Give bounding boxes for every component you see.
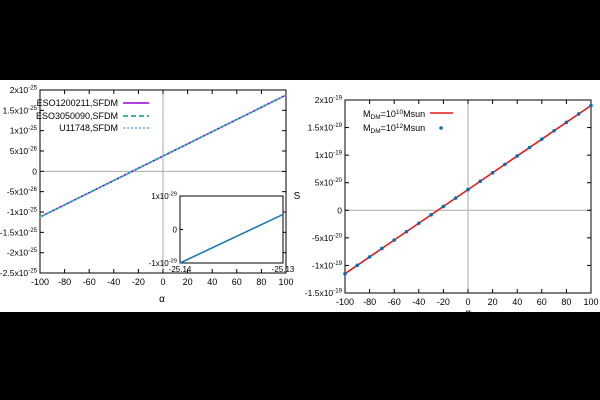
right-x-ticks: -100 -80 -60 -40 -20 0 20 40 60 80 100 <box>336 100 599 307</box>
right-chart: -100 -80 -60 -40 -20 0 20 40 60 80 100 -1.5x10-19-… <box>294 95 599 320</box>
inset-x-tick-label: -25.13 <box>272 265 295 274</box>
right-data-point <box>343 271 347 276</box>
left-x-axis-label: α <box>159 294 165 305</box>
right-x-tick-label: -20 <box>437 297 450 307</box>
left-x-tick-label: -80 <box>58 277 71 287</box>
right-data-point <box>552 128 556 133</box>
left-x-ticks: -100 -80 -60 -40 -20 0 20 40 60 80 100 <box>31 90 294 287</box>
left-y-tick-label: -1x10-25 <box>7 207 38 218</box>
right-y-tick-label: -1x10-19 <box>312 260 343 271</box>
inset-y-tick-label: -1x10-29 <box>149 259 177 269</box>
right-x-tick-label: -100 <box>336 297 354 307</box>
right-x-tick-label: -40 <box>412 297 425 307</box>
left-x-tick-label: 0 <box>160 277 165 287</box>
right-legend: MDM=1010Msun MDM=1012Msun <box>363 109 453 135</box>
right-data-point <box>515 154 519 158</box>
left-y-tick-label: -2x10-25 <box>7 247 38 258</box>
left-y-tick-label: -1.5x10-25 <box>0 227 38 238</box>
left-x-tick-label: 80 <box>256 277 266 287</box>
right-data-point <box>490 170 495 175</box>
right-data-point <box>527 145 532 150</box>
right-y-ticks: -1.5x10-19 -1x10-19 -5x10-20 0 5x10-20 1x10-1… <box>305 95 591 299</box>
inset-y-tick-label: 0 <box>173 226 178 235</box>
left-x-tick-label: 60 <box>232 277 242 287</box>
right-x-tick-label: 0 <box>465 297 470 307</box>
right-y-axis-label: S <box>294 191 301 202</box>
left-x-tick-label: -60 <box>83 277 96 287</box>
left-x-tick-label: 20 <box>183 277 193 287</box>
inset-y-tick-label: 1x10-29 <box>151 192 177 202</box>
right-y-tick-label: -5x10-20 <box>312 232 343 243</box>
right-data-point <box>367 255 372 259</box>
left-legend: ESO1200211,SFDM ESO3050090,SFDM U11748,S… <box>36 98 149 133</box>
right-x-tick-label: -60 <box>388 297 401 307</box>
right-data-point <box>392 238 397 242</box>
right-x-axis-label: α <box>465 308 471 319</box>
right-y-tick-label: 0 <box>337 205 342 215</box>
right-data-point <box>453 196 458 200</box>
left-y-tick-label: 1x10-25 <box>10 125 38 136</box>
left-legend-label-1: ESO1200211,SFDM <box>37 98 118 108</box>
right-legend-label-2: MDM=1012Msun <box>363 123 425 135</box>
right-x-tick-label: 20 <box>488 297 498 307</box>
left-x-tick-label: -100 <box>31 277 49 287</box>
left-chart: -100 -80 -60 -40 -20 0 20 40 60 80 100 -2.5x10-25-… <box>0 85 295 306</box>
left-y-tick-label: 0 <box>32 166 37 176</box>
right-y-tick-label: 1x10-19 <box>315 150 343 161</box>
right-data-point <box>540 137 544 141</box>
left-x-tick-label: -40 <box>107 277 120 287</box>
right-legend-label-1: MDM=1010Msun <box>363 109 425 121</box>
right-data-point <box>441 204 446 209</box>
right-data-point <box>478 179 483 183</box>
right-series <box>343 103 593 276</box>
right-data-point <box>429 213 433 217</box>
left-y-tick-label: 5x10-26 <box>10 146 38 157</box>
inset-series-line <box>179 213 284 264</box>
right-data-point <box>576 112 581 116</box>
left-y-tick-label: -5x10-26 <box>7 186 38 197</box>
left-x-tick-label: 100 <box>278 277 293 287</box>
inset-chart: 1x10-29 0 -1x10-29-25.14 -25.13 <box>149 192 295 275</box>
left-y-tick-label: 2x10-25 <box>10 85 38 96</box>
right-data-point <box>417 221 421 226</box>
inset-frame <box>179 195 284 264</box>
right-x-tick-label: 80 <box>561 297 571 307</box>
right-x-tick-label: -80 <box>363 297 376 307</box>
left-legend-label-2: ESO3050090,SFDM <box>36 111 118 121</box>
right-x-tick-label: 60 <box>537 297 547 307</box>
right-y-tick-label: 1.5x10-19 <box>308 122 343 133</box>
right-legend-swatch-2 <box>439 126 443 130</box>
inset-x-tick-label: -25.14 <box>169 265 192 274</box>
right-y-tick-label: 5x10-20 <box>315 177 343 188</box>
left-series <box>39 94 287 218</box>
right-x-tick-label: 40 <box>512 297 522 307</box>
left-y-tick-label: -2.5x10-25 <box>0 268 38 279</box>
left-y-tick-label: 1.5x10-25 <box>3 105 38 116</box>
right-data-point <box>564 120 569 125</box>
right-x-tick-label: 100 <box>583 297 598 307</box>
right-data-point <box>380 246 384 251</box>
right-data-point <box>589 103 593 108</box>
right-data-point <box>466 187 470 192</box>
right-data-point <box>355 263 360 268</box>
right-y-tick-label: -1.5x10-19 <box>305 288 343 299</box>
right-y-tick-label: 2x10-19 <box>315 95 343 106</box>
left-x-tick-label: 40 <box>207 277 217 287</box>
right-data-point <box>404 229 409 234</box>
left-legend-label-3: U11748,SFDM <box>59 123 118 133</box>
left-x-tick-label: -20 <box>132 277 145 287</box>
right-data-point <box>503 162 507 167</box>
left-series-line <box>39 94 287 218</box>
left-y-ticks: -2.5x10-25 -2x10-25 -1.5x10-25 -1x10-25 -5x1… <box>0 85 286 279</box>
